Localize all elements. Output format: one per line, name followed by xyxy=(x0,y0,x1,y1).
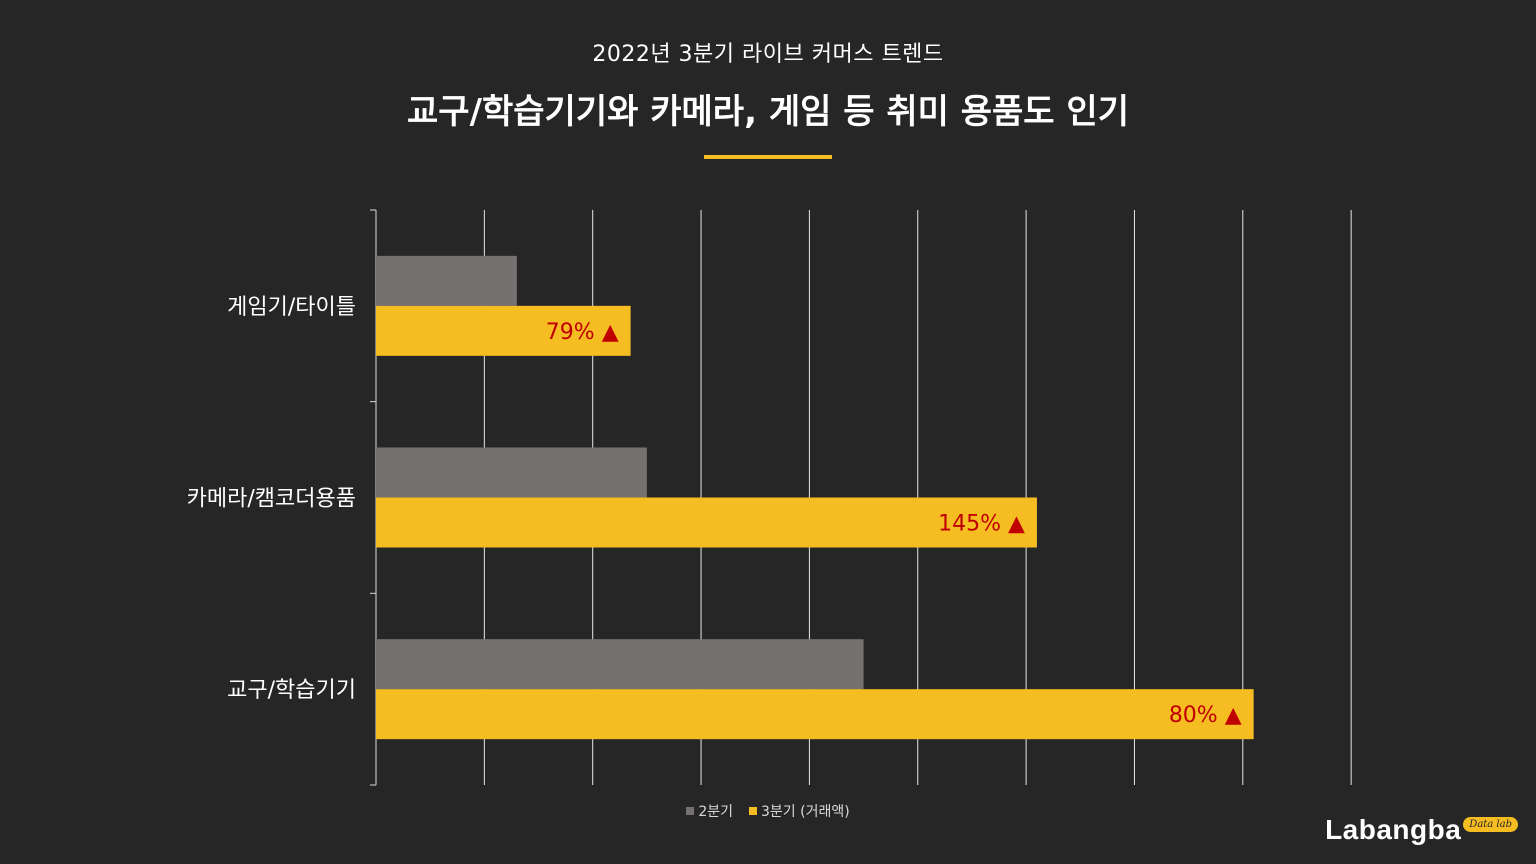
legend-label-q3: 3분기 (거래액) xyxy=(760,804,850,820)
bar-q2-0 xyxy=(376,255,517,306)
data-label-1: 145% ▲ xyxy=(938,512,1025,537)
chart-legend: 2분기 3분기 (거래액) xyxy=(0,801,1536,821)
chart-title: 교구/학습기기와 카메라, 게임 등 취미 용품도 인기 xyxy=(407,92,1129,132)
logo-badge: Data lab xyxy=(1463,817,1518,832)
bar-q3-1 xyxy=(376,497,1037,548)
bar-q3-2 xyxy=(376,689,1254,740)
legend-item-q2: 2분기 xyxy=(686,801,733,821)
logo-text: Labangba xyxy=(1325,814,1462,845)
bar-q3-0 xyxy=(376,305,631,356)
legend-swatch-q3 xyxy=(748,807,757,815)
brand-logo: Labangba Data lab xyxy=(1325,814,1518,846)
title-underline xyxy=(704,155,832,159)
bar-q2-2 xyxy=(376,639,864,690)
legend-label-q2: 2분기 xyxy=(698,804,733,820)
legend-item-q3: 3분기 (거래액) xyxy=(748,801,850,821)
category-label-0: 게임기/타이틀 xyxy=(227,295,356,320)
category-label-2: 교구/학습기기 xyxy=(227,678,356,703)
legend-swatch-q2 xyxy=(686,807,695,815)
data-label-0: 79% ▲ xyxy=(546,320,619,345)
category-label-1: 카메라/캠코더용품 xyxy=(187,487,356,512)
chart-subtitle: 2022년 3분기 라이브 커머스 트렌드 xyxy=(592,42,944,67)
data-label-2: 80% ▲ xyxy=(1169,703,1242,728)
bar-q2-1 xyxy=(376,447,647,498)
